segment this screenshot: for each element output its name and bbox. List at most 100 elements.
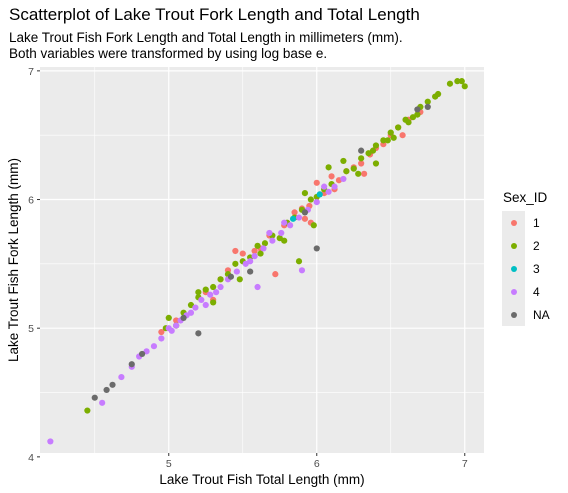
data-point-sex-2 — [232, 260, 239, 267]
data-point-sex-2 — [165, 314, 172, 321]
data-point-sex-na — [301, 209, 309, 216]
data-point-sex-2 — [261, 240, 269, 247]
data-point-sex-2 — [384, 137, 391, 144]
data-point-sex-4 — [287, 222, 294, 229]
y-axis-label: Lake Trout Fish Fork Length (mm) — [6, 158, 21, 362]
data-point-sex-2 — [340, 157, 347, 165]
data-point-sex-4 — [118, 373, 125, 381]
data-point-sex-na — [139, 350, 146, 358]
legend-key — [502, 303, 525, 326]
legend-key — [502, 234, 525, 257]
data-point-sex-2 — [84, 407, 91, 414]
data-point-sex-2 — [355, 170, 362, 177]
data-point-sex-na — [103, 386, 110, 394]
data-point-sex-4 — [298, 267, 306, 274]
data-point-sex-4 — [254, 283, 261, 291]
data-point-sex-na — [128, 361, 135, 368]
data-point-sex-2 — [217, 276, 224, 283]
legend-label: 1 — [533, 215, 540, 230]
data-point-sex-3 — [289, 215, 297, 222]
data-point-sex-2 — [458, 78, 465, 85]
data-point-sex-2 — [414, 111, 421, 118]
data-point-sex-2 — [372, 142, 380, 149]
x-tick-label: 5 — [166, 458, 172, 470]
legend-item-1: 1 — [502, 211, 550, 234]
legend-key — [502, 257, 525, 280]
legend-dot — [510, 311, 517, 318]
y-tick-label: 5 — [28, 323, 34, 335]
legend-item-4: 4 — [502, 280, 550, 303]
data-point-sex-4 — [168, 327, 175, 334]
legend-dot — [510, 219, 517, 226]
legend-dot — [510, 242, 517, 249]
data-point-sex-2 — [325, 164, 332, 171]
data-point-sex-4 — [202, 301, 209, 309]
data-point-sex-4 — [213, 289, 220, 296]
data-point-sex-4 — [150, 343, 158, 350]
data-point-sex-1 — [158, 328, 165, 336]
data-point-sex-2 — [395, 124, 402, 131]
data-point-sex-1 — [358, 160, 365, 167]
data-point-sex-na — [358, 147, 365, 154]
y-axis: 4 5 6 7 — [28, 66, 40, 464]
data-point-sex-4 — [233, 268, 240, 275]
data-point-sex-4 — [192, 304, 199, 311]
data-point-sex-na — [313, 245, 320, 252]
data-point-sex-2 — [257, 250, 264, 257]
data-point-sex-2 — [369, 147, 377, 154]
x-axis: 5 6 7 — [166, 453, 468, 470]
data-point-sex-1 — [313, 179, 320, 186]
legend-label: 4 — [533, 284, 540, 299]
data-point-sex-4 — [99, 399, 106, 406]
data-point-sex-na — [195, 330, 202, 337]
data-point-sex-3 — [316, 191, 323, 198]
data-point-sex-1 — [328, 173, 335, 180]
data-point-sex-4 — [251, 253, 258, 260]
data-point-sex-2 — [435, 90, 442, 98]
data-point-sex-1 — [361, 170, 368, 177]
data-point-sex-4 — [217, 283, 224, 291]
data-point-sex-4 — [321, 183, 328, 190]
legend-title: Sex_ID — [503, 190, 548, 205]
x-tick-label: 6 — [314, 458, 320, 470]
data-point-sex-na — [414, 106, 421, 113]
data-point-sex-2 — [254, 242, 261, 249]
legend-dot — [510, 265, 517, 272]
subtitle-line-1: Lake Trout Fish Fork Length and Total Le… — [9, 30, 403, 45]
data-point-sex-4 — [313, 199, 320, 206]
data-point-sex-4 — [207, 291, 214, 298]
data-point-sex-2 — [236, 276, 243, 283]
data-point-sex-2 — [387, 129, 394, 136]
legend-key — [502, 211, 525, 234]
data-point-sex-2 — [390, 134, 397, 141]
data-point-sex-4 — [269, 237, 276, 244]
legend-label: NA — [533, 307, 550, 322]
legend-item-na: NA — [502, 303, 550, 326]
data-point-sex-4 — [47, 438, 54, 445]
x-axis-label: Lake Trout Fish Total Length (mm) — [159, 472, 364, 487]
legend-key — [502, 280, 525, 303]
y-tick-label: 6 — [28, 195, 34, 207]
data-point-sex-2 — [372, 160, 380, 167]
data-point-sex-4 — [278, 229, 285, 237]
major-grid — [40, 67, 484, 458]
data-point-sex-4 — [260, 245, 267, 252]
data-point-sex-4 — [247, 258, 254, 265]
y-tick-label: 4 — [28, 452, 34, 464]
data-point-sex-na — [227, 273, 235, 280]
data-point-sex-2 — [446, 80, 454, 87]
data-point-sex-2 — [301, 189, 309, 197]
data-point-sex-2 — [461, 83, 468, 90]
data-point-sex-1 — [251, 247, 258, 255]
data-point-sex-2 — [307, 196, 314, 203]
data-points — [47, 78, 468, 445]
subtitle-line-2: Both variables were transformed by using… — [9, 46, 328, 61]
legend-item-3: 3 — [502, 257, 550, 280]
data-point-sex-4 — [340, 175, 347, 183]
data-point-sex-na — [91, 394, 98, 401]
data-point-sex-1 — [399, 132, 406, 139]
data-point-sex-2 — [358, 155, 365, 162]
data-point-sex-2 — [202, 286, 209, 293]
data-point-sex-2 — [405, 119, 412, 126]
data-point-sex-1 — [291, 209, 298, 216]
